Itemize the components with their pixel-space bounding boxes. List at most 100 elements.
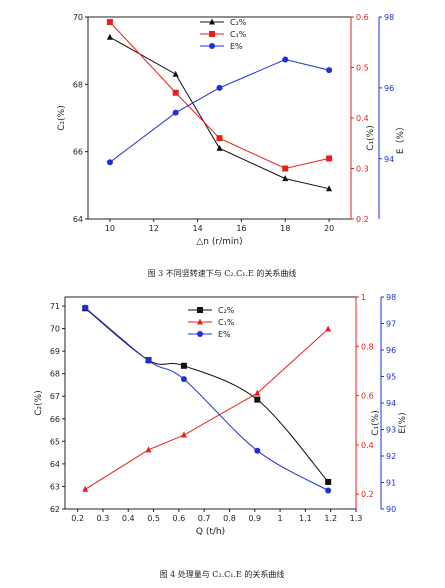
- legend-marker: [209, 43, 215, 49]
- y-left-tick-label: 63: [50, 482, 60, 491]
- caption-fig4: 图 4 处理量与 C₂.C₁.E 的关系曲线: [160, 569, 285, 579]
- legend-marker: [197, 307, 203, 313]
- legend-label: C₂%: [230, 18, 247, 27]
- data-point: [254, 396, 261, 403]
- x-axis-label: Q (t/h): [196, 527, 225, 537]
- data-point: [180, 362, 187, 369]
- x-tick-label: 0.3: [97, 514, 110, 523]
- y-right1-tick-label: 0.3: [356, 165, 369, 174]
- y-right1-tick-label: 0.6: [361, 392, 374, 401]
- data-point: [282, 165, 289, 172]
- y-left-tick-label: 64: [73, 215, 83, 224]
- y-left-tick-label: 68: [73, 80, 83, 89]
- x-tick-label: 1: [278, 514, 283, 523]
- x-tick-label: 0.7: [198, 514, 211, 523]
- data-point: [326, 155, 333, 162]
- y-left-tick-label: 66: [73, 148, 83, 157]
- y-right2-axis-label: E(%): [398, 412, 408, 433]
- x-tick-label: 18: [280, 224, 290, 233]
- y-right2-tick-label: 95: [386, 373, 396, 382]
- data-point: [254, 389, 261, 396]
- data-point: [180, 431, 187, 438]
- y-right2-tick-label: 96: [386, 346, 396, 355]
- x-tick-label: 10: [105, 224, 115, 233]
- y-right2-tick-label: 97: [386, 320, 396, 329]
- y-left-tick-label: 66: [50, 415, 60, 424]
- x-tick-label: 0.6: [173, 514, 186, 523]
- data-point: [145, 446, 152, 453]
- y-right2-axis-label: E（%）: [395, 122, 406, 154]
- y-right2-tick-label: 98: [386, 293, 396, 302]
- data-point: [282, 56, 289, 63]
- data-point: [172, 89, 179, 96]
- data-point: [216, 135, 223, 142]
- data-point: [106, 33, 113, 40]
- y-right2-tick-label: 91: [386, 479, 396, 488]
- y-right2-tick-label: 93: [386, 426, 396, 435]
- y-left-tick-label: 68: [50, 370, 60, 379]
- x-tick-label: 16: [236, 224, 246, 233]
- y-left-tick-label: 69: [50, 347, 60, 356]
- data-point: [325, 478, 332, 485]
- y-right1-tick-label: 0.5: [356, 64, 369, 73]
- legend-marker: [209, 31, 215, 37]
- data-point: [180, 376, 187, 383]
- y-left-tick-label: 65: [50, 437, 60, 446]
- x-tick-label: 1.2: [324, 514, 337, 523]
- data-point: [254, 447, 261, 454]
- legend-marker: [197, 331, 203, 337]
- data-point: [82, 485, 89, 492]
- data-point: [216, 84, 223, 91]
- data-point: [172, 70, 179, 77]
- y-right1-tick-label: 0.6: [356, 13, 369, 22]
- y-right1-axis-label: C₁(%): [366, 125, 376, 150]
- y-right2-tick-label: 94: [384, 155, 394, 164]
- y-left-axis-label: C₂(%): [57, 105, 67, 130]
- series-line: [84, 307, 329, 491]
- y-left-tick-label: 70: [50, 325, 60, 334]
- data-point: [282, 175, 289, 182]
- y-right2-tick-label: 94: [386, 399, 396, 408]
- x-tick-label: 12: [149, 224, 159, 233]
- legend-label: C₂%: [218, 306, 235, 315]
- y-left-axis-label: C₂(%): [34, 390, 44, 415]
- data-point: [106, 159, 113, 166]
- data-point: [82, 304, 89, 311]
- series-line: [84, 328, 329, 490]
- y-right2-tick-label: 92: [386, 452, 396, 461]
- chart-throughput: 0.2 0.3 0.4 0.5 0.6 0.7 0.8 0.9 1 1.1 1.2 1.3 Q (t/h…: [34, 293, 408, 537]
- x-tick-label: 14: [192, 224, 202, 233]
- legend-label: E%: [218, 330, 231, 339]
- x-tick-label: 20: [324, 224, 334, 233]
- data-point: [216, 144, 223, 151]
- y-right2-tick-label: 98: [384, 13, 394, 22]
- y-left-tick-label: 67: [50, 392, 60, 401]
- y-left-tick-label: 70: [73, 13, 83, 22]
- y-right2-tick-label: 96: [384, 84, 394, 93]
- x-axis-label: △n (r/min): [196, 237, 242, 247]
- x-tick-label: 1.1: [299, 514, 312, 523]
- x-tick-label: 0.5: [147, 514, 160, 523]
- y-right1-tick-label: 0.4: [361, 441, 374, 450]
- data-point: [325, 325, 332, 332]
- legend-marker: [209, 18, 215, 25]
- chart-rotation-speed: 10 12 14 16 18 20 △n (r/min) 64 66 68 70 C₂(%) 0.2 0.…: [57, 13, 406, 247]
- y-right2-tick-label: 90: [386, 505, 396, 514]
- data-point: [145, 357, 152, 364]
- x-tick-label: 0.4: [122, 514, 135, 523]
- y-right1-tick-label: 0.4: [356, 114, 369, 123]
- y-left-tick-label: 64: [50, 460, 60, 469]
- legend-label: C₁%: [230, 30, 247, 39]
- y-right1-axis-label: C₁(%): [371, 410, 381, 435]
- y-right1-tick-label: 0.2: [361, 490, 374, 499]
- data-point: [106, 19, 113, 26]
- data-point: [326, 67, 333, 74]
- y-right1-tick-label: 1: [361, 293, 366, 302]
- x-tick-label: 1.3: [350, 514, 363, 523]
- y-right1-tick-label: 0.2: [356, 215, 369, 224]
- x-tick-label: 0.9: [248, 514, 261, 523]
- legend-label: E%: [230, 42, 243, 51]
- legend-label: C₁%: [218, 318, 235, 327]
- data-point: [172, 109, 179, 116]
- y-left-tick-label: 62: [50, 505, 60, 514]
